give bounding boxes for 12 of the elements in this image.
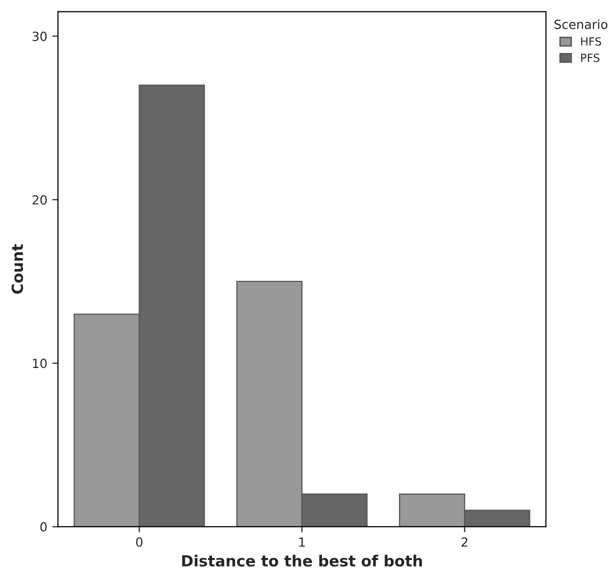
legend-label: HFS (581, 37, 602, 46)
y-tick-label: 30 (32, 32, 47, 42)
y-tick-label: 0 (40, 522, 47, 532)
y-tick-label: 20 (32, 195, 47, 205)
x-tick-label: 1 (299, 538, 305, 547)
x-axis-title: Distance to the best of both (182, 554, 422, 567)
legend-title: Scenario (554, 19, 608, 30)
y-tick-label: 10 (33, 358, 47, 368)
y-axis-title: Count (12, 244, 24, 294)
x-tick-label: 0 (136, 537, 142, 547)
legend-label: PFS (581, 54, 600, 62)
x-tick-label: 2 (462, 537, 468, 547)
